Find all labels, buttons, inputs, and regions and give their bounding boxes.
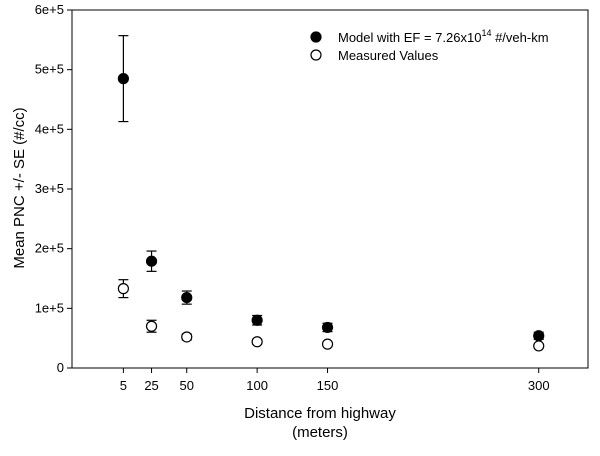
model-point [181,290,193,305]
legend: Model with EF = 7.26x1014 #/veh-km Measu… [310,28,549,63]
measured-point [533,340,545,352]
y-tick-label: 3e+5 [35,181,64,196]
measured-marker [117,283,129,295]
measured-marker [145,320,158,332]
measured-marker [533,340,545,352]
legend-measured-marker [310,49,322,61]
x-tick-label: 100 [246,378,268,393]
model-marker [181,291,193,304]
model-point [117,35,129,123]
model-point [533,330,545,342]
x-tick-label: 25 [144,378,158,393]
y-tick-label: 0 [57,360,64,375]
y-tick-label: 4e+5 [35,121,64,136]
model-marker [251,314,263,326]
y-tick-label: 6e+5 [35,2,64,17]
model-marker [117,73,129,85]
measured-point [117,279,129,299]
y-tick-label: 5e+5 [35,62,64,77]
x-tick-label: 5 [120,378,127,393]
legend-measured-label: Measured Values [338,48,439,63]
measured-marker [251,336,263,348]
axes: 0 1e+5 2e+5 3e+5 4e+5 5e+5 6e+5 5 25 50 100 150 300 [35,2,589,393]
x-axis-title: Distance from highway [244,405,396,422]
measured-point [145,319,158,333]
y-tick-label: 2e+5 [35,241,64,256]
model-marker [145,255,158,267]
model-marker [533,330,545,342]
legend-model-label: Model with EF = 7.26x1014 #/veh-km [338,28,549,45]
measured-point [321,338,334,350]
measured-marker [181,331,193,343]
x-tick-label: 300 [528,378,550,393]
measured-marker [321,338,334,350]
y-axis-title: Mean PNC +/- SE (#/cc) [11,107,28,268]
measured-point [181,331,193,343]
x-axis-unit: (meters) [292,424,348,441]
model-point [251,314,263,326]
model-marker [321,321,334,334]
model-point [321,321,334,334]
model-point [145,250,158,272]
data-marks [117,35,545,352]
x-tick-label: 150 [317,378,339,393]
x-tick-label: 50 [180,378,194,393]
y-tick-label: 1e+5 [35,300,64,315]
plot-frame [71,9,589,369]
legend-model-marker [310,31,322,43]
measured-point [251,336,263,348]
